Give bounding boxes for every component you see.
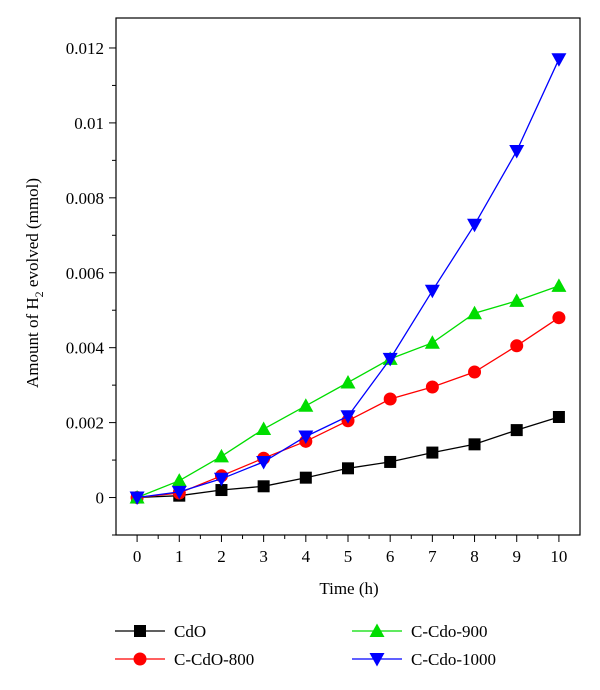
data-point — [468, 438, 481, 451]
data-point — [256, 421, 272, 435]
data-point — [424, 284, 440, 299]
x-tick-label: 1 — [175, 547, 184, 566]
legend-item: C-CdO-800 — [115, 650, 254, 669]
legend-label: C-Cdo-900 — [411, 622, 488, 641]
data-point — [215, 484, 228, 497]
legend-marker — [134, 625, 146, 637]
x-axis: 0 1 2 3 4 5 6 7 8 9 10 — [133, 535, 567, 566]
x-tick-label: 0 — [133, 547, 142, 566]
data-point — [213, 472, 229, 487]
x-axis-title: Time (h) — [319, 579, 378, 598]
series-C-Cdo-1000 — [129, 53, 567, 506]
legend-label: C-CdO-800 — [174, 650, 254, 669]
y-tick-label: 0.008 — [66, 189, 104, 208]
x-tick-label: 7 — [428, 547, 437, 566]
data-point — [551, 53, 567, 67]
data-point — [340, 410, 356, 424]
y-tick-label: 0.006 — [66, 264, 104, 283]
data-point — [510, 424, 523, 437]
x-tick-label: 8 — [470, 547, 479, 566]
y-tick-label: 0.012 — [66, 39, 104, 58]
x-tick-label: 3 — [259, 547, 268, 566]
data-point — [467, 305, 483, 320]
x-tick-label: 5 — [344, 547, 353, 566]
data-point — [552, 311, 566, 325]
series-line — [137, 58, 560, 499]
data-point — [425, 380, 439, 394]
series-layer — [129, 53, 567, 506]
legend: CdO C-CdO-800 C-Cdo-900 C-Cdo-1000 — [115, 622, 496, 669]
data-point — [340, 375, 356, 389]
y-axis-title-subscript: 2 — [32, 291, 46, 297]
data-point — [299, 471, 312, 484]
y-tick-label: 0.002 — [66, 414, 104, 433]
y-axis-title-suffix: evolved (mmol) — [23, 178, 42, 291]
data-point — [256, 455, 272, 470]
data-point — [509, 293, 525, 307]
data-point — [510, 339, 524, 353]
y-axis-title-prefix: Amount of H — [23, 297, 42, 388]
data-point — [298, 430, 314, 444]
x-tick-label: 6 — [386, 547, 395, 566]
legend-marker — [369, 653, 385, 667]
data-point — [257, 480, 270, 493]
data-point — [213, 448, 229, 463]
data-point — [382, 352, 398, 367]
data-point — [551, 278, 567, 292]
y-tick-label: 0.01 — [74, 114, 104, 133]
x-tick-label: 2 — [217, 547, 226, 566]
data-point — [171, 485, 187, 500]
plot-frame — [115, 17, 581, 536]
plot-border — [115, 17, 581, 536]
data-point — [129, 491, 145, 506]
legend-label: C-Cdo-1000 — [411, 650, 496, 669]
legend-marker — [133, 652, 147, 666]
data-point — [298, 398, 314, 412]
x-tick-label: 10 — [550, 547, 567, 566]
legend-item: CdO — [115, 622, 206, 641]
data-point — [552, 410, 565, 423]
data-point — [509, 144, 525, 159]
legend-item: C-Cdo-1000 — [352, 650, 496, 669]
data-point — [384, 455, 397, 468]
y-axis-title: Amount of H2 evolved (mmol) — [23, 178, 46, 388]
y-axis: 0 0.002 0.004 0.006 0.008 0.01 0.012 — [66, 39, 116, 536]
y-tick-label: 0.004 — [66, 339, 105, 358]
y-tick-label: 0 — [96, 489, 105, 508]
legend-item: C-Cdo-900 — [352, 622, 488, 641]
data-point — [383, 392, 397, 406]
legend-label: CdO — [174, 622, 206, 641]
data-point — [467, 218, 483, 233]
data-point — [426, 446, 439, 459]
x-tick-label: 4 — [302, 547, 311, 566]
legend-marker — [369, 623, 385, 637]
data-point — [171, 473, 187, 487]
data-point — [468, 365, 482, 379]
x-tick-label: 9 — [512, 547, 521, 566]
data-point — [342, 462, 354, 475]
data-point — [424, 335, 440, 349]
series-C-CdO-800 — [130, 311, 566, 505]
